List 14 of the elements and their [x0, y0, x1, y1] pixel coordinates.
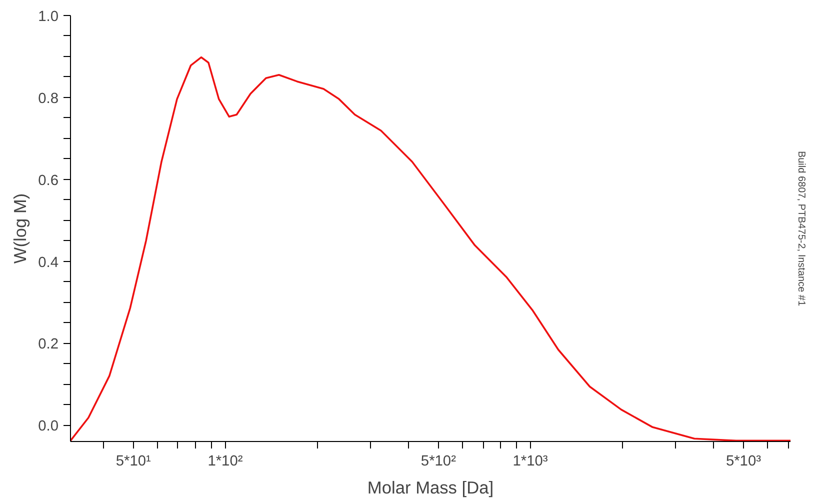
y-tick-label: 0.2 — [38, 336, 58, 353]
y-tick-label: 0.4 — [38, 254, 58, 271]
y-tick-label: 1.0 — [38, 9, 58, 25]
y-axis-title: W(log M) — [10, 193, 30, 264]
x-tick-label: 1*10² — [208, 454, 243, 470]
y-tick-label: 0.6 — [38, 172, 58, 189]
y-tick-label: 0.8 — [38, 90, 58, 107]
x-tick-label: 5*10³ — [726, 454, 762, 470]
text: Build 6807, PTB475-2, Instance #1 — [796, 150, 806, 306]
y-tick-label: 0.0 — [38, 418, 58, 435]
x-tick-label: 5*10² — [420, 454, 456, 470]
x-axis-title: Molar Mass [Da] — [367, 478, 494, 498]
x-tick-label: 1*10³ — [512, 454, 548, 470]
x-tick-label: 5*10¹ — [116, 454, 152, 470]
